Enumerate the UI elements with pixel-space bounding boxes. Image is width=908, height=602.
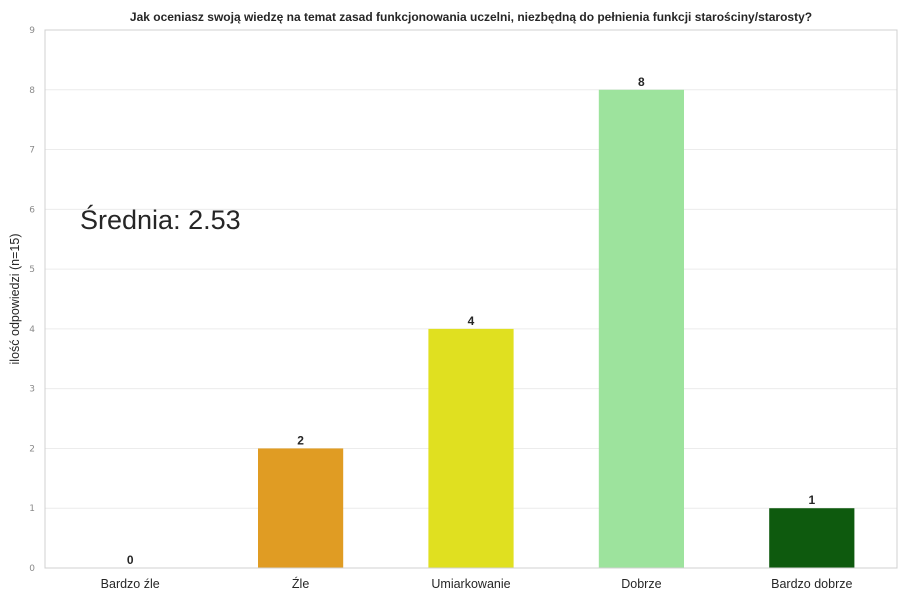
data-label: 8 (638, 75, 645, 89)
y-tick-label: 2 (29, 444, 35, 454)
data-label: 0 (127, 553, 134, 567)
y-tick-label: 6 (29, 205, 35, 215)
mean-annotation: Średnia: 2.53 (80, 203, 241, 235)
y-tick-label: 0 (29, 564, 35, 574)
y-tick-label: 7 (29, 146, 35, 156)
bar (598, 89, 684, 569)
x-tick-label: Źle (292, 576, 309, 591)
x-tick-label: Umiarkowanie (431, 577, 510, 591)
x-tick-label: Bardzo źle (101, 577, 160, 591)
bar (428, 328, 514, 568)
bars (258, 89, 855, 569)
y-tick-labels: 0 1 2 3 4 5 6 7 8 9 (29, 26, 35, 574)
x-tick-label: Dobrze (621, 577, 661, 591)
data-labels: 0 2 4 8 1 (127, 75, 816, 567)
data-label: 2 (297, 433, 304, 447)
y-tick-label: 8 (29, 86, 35, 96)
y-tick-label: 4 (29, 325, 35, 335)
plot-frame (44, 29, 898, 569)
y-tick-label: 1 (29, 504, 35, 514)
x-tick-labels: Bardzo źle Źle Umiarkowanie Dobrze Bardzo do… (101, 576, 853, 591)
x-tick-label: Bardzo dobrze (771, 577, 852, 591)
y-tick-label: 5 (29, 265, 35, 275)
y-tick-label: 9 (29, 26, 35, 36)
chart-title: Jak oceniasz swoją wiedzę na temat zasad… (130, 10, 812, 24)
bar (769, 508, 855, 568)
data-label: 1 (808, 493, 815, 507)
data-label: 4 (468, 314, 475, 328)
bar (258, 448, 344, 568)
y-tick-label: 3 (29, 385, 35, 395)
y-axis-label: ilość odpowiedzi (n=15) (8, 234, 22, 365)
